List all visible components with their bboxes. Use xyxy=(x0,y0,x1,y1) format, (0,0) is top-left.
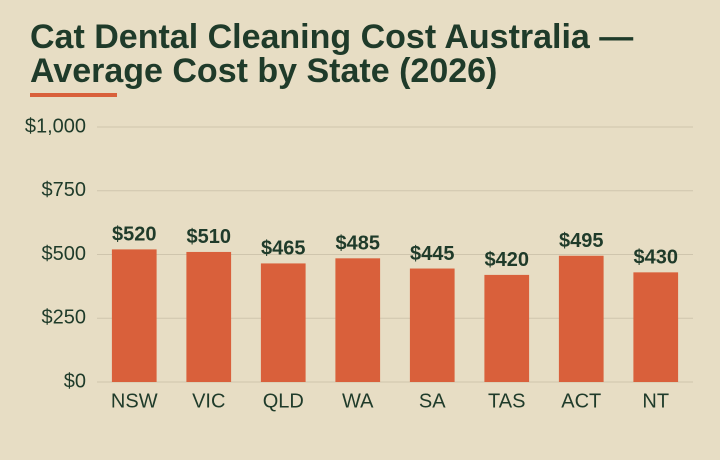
value-label: $420 xyxy=(485,249,530,271)
x-tick-label: SA xyxy=(419,390,446,412)
y-tick-label: $500 xyxy=(42,243,87,265)
bar xyxy=(111,249,157,382)
bar xyxy=(484,274,530,382)
x-tick-label: TAS xyxy=(488,390,525,412)
bar xyxy=(633,272,679,382)
bar xyxy=(409,268,455,382)
y-tick-label: $750 xyxy=(42,179,87,201)
bar xyxy=(558,255,604,382)
bar xyxy=(260,263,306,382)
x-tick-label: NSW xyxy=(111,390,158,412)
y-tick-label: $250 xyxy=(42,307,87,329)
value-label: $520 xyxy=(112,224,157,246)
bar xyxy=(186,251,232,382)
value-label: $465 xyxy=(261,238,306,260)
value-label: $445 xyxy=(410,243,455,265)
x-tick-label: VIC xyxy=(192,390,225,412)
chart-title: Cat Dental Cleaning Cost Australia — Ave… xyxy=(30,18,634,90)
value-label: $430 xyxy=(634,247,679,269)
x-tick-label: ACT xyxy=(561,390,601,412)
x-tick-label: WA xyxy=(342,390,374,412)
y-tick-label: $0 xyxy=(64,370,86,392)
y-tick-label: $1,000 xyxy=(25,115,86,137)
value-label: $510 xyxy=(187,226,232,248)
x-tick-label: QLD xyxy=(263,390,304,412)
value-label: $485 xyxy=(336,233,381,255)
x-tick-label: NT xyxy=(642,390,669,412)
value-label: $495 xyxy=(559,230,604,252)
title-accent xyxy=(30,93,117,97)
bar xyxy=(335,258,381,382)
